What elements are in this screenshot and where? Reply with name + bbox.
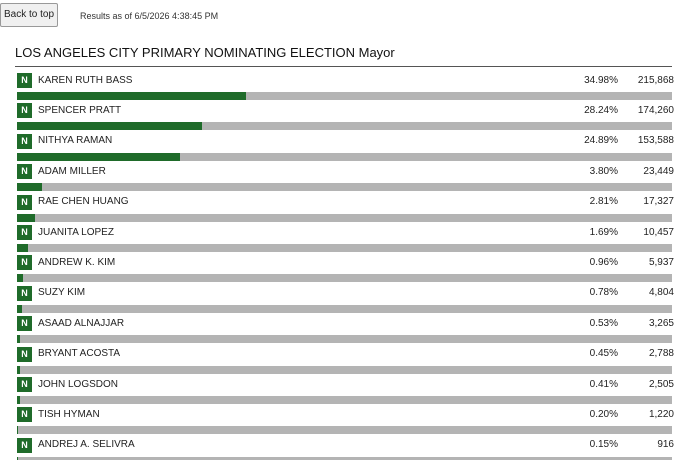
- bar-track: [17, 304, 672, 313]
- percent: 3.80%: [589, 165, 618, 177]
- bar-track: [17, 213, 672, 222]
- candidate-name: SUZY KIM: [38, 287, 86, 299]
- votes: 3,265: [648, 317, 674, 329]
- percent: 2.81%: [589, 196, 618, 208]
- votes: 4,804: [648, 287, 674, 299]
- bar-track: [17, 274, 672, 283]
- votes: 1,220: [648, 408, 674, 420]
- party-badge: N: [17, 407, 32, 423]
- percent-bar: [17, 92, 247, 100]
- votes: 153,588: [637, 135, 674, 147]
- percent: 1.69%: [589, 226, 618, 238]
- timestamp: Results as of 6/5/2026 4:38:45 PM: [80, 11, 219, 21]
- candidate-name: RAE CHEN HUANG: [38, 196, 129, 208]
- bar-track: [17, 244, 672, 252]
- percent: 34.98%: [584, 74, 618, 86]
- votes: 174,260: [637, 104, 674, 116]
- party-badge: N: [17, 255, 32, 271]
- bar-track: [17, 152, 672, 161]
- candidate-name: NITHYA RAMAN: [38, 135, 113, 147]
- percent-bar: [17, 274, 24, 283]
- percent: 0.53%: [589, 317, 618, 329]
- candidate-name: TISH HYMAN: [38, 408, 100, 420]
- percent: 0.15%: [589, 439, 618, 451]
- votes: 10,457: [643, 226, 674, 238]
- bar-track: [17, 122, 672, 131]
- percent: 0.41%: [589, 378, 618, 390]
- percent-bar: [17, 426, 19, 435]
- candidate-name: KAREN RUTH BASS: [38, 74, 133, 86]
- candidate-name: BRYANT ACOSTA: [38, 348, 121, 360]
- votes: 2,788: [648, 348, 674, 360]
- divider: [15, 66, 672, 67]
- party-badge: N: [17, 225, 32, 240]
- party-badge: N: [17, 437, 32, 453]
- bar-track: [17, 335, 672, 344]
- party-badge: N: [17, 133, 32, 149]
- percent-bar: [17, 396, 20, 404]
- percent: 0.45%: [589, 348, 618, 360]
- bar-track: [17, 365, 672, 374]
- percent-bar: [17, 335, 21, 344]
- votes: 215,868: [637, 74, 674, 86]
- percent-bar: [17, 244, 29, 252]
- bar-track: [17, 92, 672, 100]
- party-badge: N: [17, 103, 32, 119]
- party-badge: N: [17, 194, 32, 210]
- bar-track: [17, 183, 672, 192]
- back-to-top-button[interactable]: Back to top: [0, 3, 58, 27]
- percent-bar: [17, 456, 18, 460]
- percent-bar: [17, 304, 23, 313]
- percent: 28.24%: [584, 104, 618, 116]
- bar-track: [17, 456, 672, 460]
- bar-track: [17, 426, 672, 435]
- percent: 0.78%: [589, 287, 618, 299]
- percent-bar: [17, 365, 20, 374]
- candidate-name: ASAAD ALNAJJAR: [38, 317, 125, 329]
- party-badge: N: [17, 285, 32, 301]
- party-badge: N: [17, 73, 32, 88]
- candidate-name: ANDREJ A. SELIVRA: [38, 439, 135, 451]
- votes: 17,327: [643, 196, 674, 208]
- candidate-name: ANDREW K. KIM: [38, 256, 116, 268]
- votes: 916: [657, 439, 674, 451]
- percent: 0.96%: [589, 256, 618, 268]
- party-badge: N: [17, 316, 32, 332]
- votes: 2,505: [648, 378, 674, 390]
- percent-bar: [17, 152, 181, 161]
- candidate-name: JOHN LOGSDON: [38, 378, 119, 390]
- title: LOS ANGELES CITY PRIMARY NOMINATING ELEC…: [15, 45, 395, 60]
- party-badge: N: [17, 377, 32, 392]
- candidate-name: JUANITA LOPEZ: [38, 226, 114, 238]
- party-badge: N: [17, 164, 32, 180]
- candidate-name: ADAM MILLER: [38, 165, 106, 177]
- bar-track: [17, 396, 672, 404]
- votes: 23,449: [643, 165, 674, 177]
- percent-bar: [17, 122, 202, 131]
- votes: 5,937: [648, 256, 674, 268]
- percent: 24.89%: [584, 135, 618, 147]
- candidate-name: SPENCER PRATT: [38, 104, 122, 116]
- percent-bar: [17, 183, 42, 192]
- party-badge: N: [17, 346, 32, 362]
- percent: 0.20%: [589, 408, 618, 420]
- percent-bar: [17, 213, 36, 222]
